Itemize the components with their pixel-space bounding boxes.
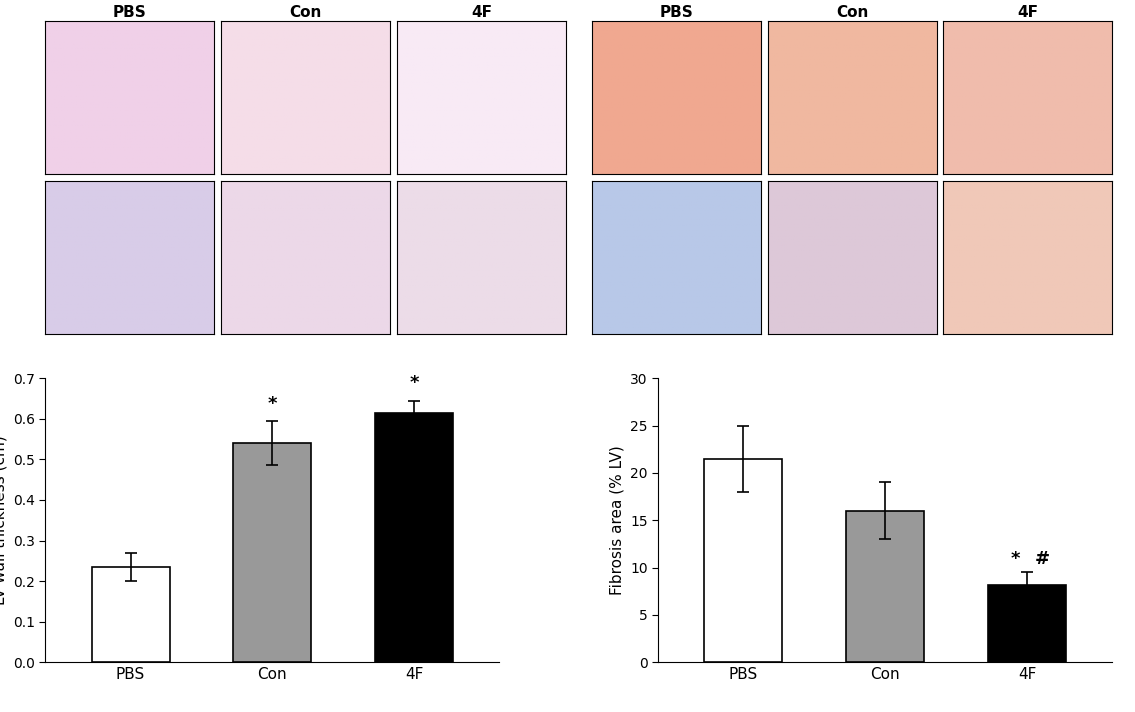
Bar	[376, 413, 453, 662]
Bar	[847, 511, 924, 662]
Bar	[234, 443, 311, 662]
Text: *: *	[410, 375, 419, 392]
Bar	[705, 459, 782, 662]
Bar	[989, 585, 1066, 662]
Text: *: *	[1010, 550, 1020, 567]
Bar	[92, 567, 169, 662]
Title: PBS: PBS	[659, 5, 693, 20]
Y-axis label: Fibrosis area (% LV): Fibrosis area (% LV)	[609, 446, 624, 595]
Title: PBS: PBS	[114, 5, 146, 20]
Y-axis label: LV wall thickness (cm): LV wall thickness (cm)	[0, 435, 8, 605]
Title: Con: Con	[835, 5, 868, 20]
Text: #: #	[1034, 550, 1050, 567]
Text: *: *	[268, 394, 277, 413]
Title: 4F: 4F	[1017, 5, 1039, 20]
Title: Con: Con	[289, 5, 322, 20]
Title: 4F: 4F	[471, 5, 491, 20]
